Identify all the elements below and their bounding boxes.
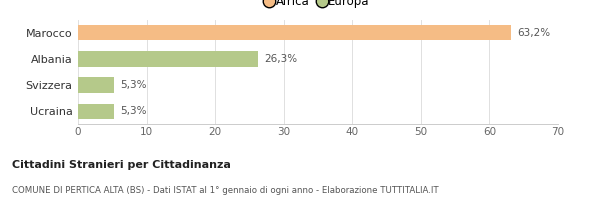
- Text: 26,3%: 26,3%: [264, 54, 297, 64]
- Bar: [78, 77, 115, 93]
- Text: 5,3%: 5,3%: [120, 80, 146, 90]
- Bar: [78, 51, 259, 67]
- Text: Cittadini Stranieri per Cittadinanza: Cittadini Stranieri per Cittadinanza: [12, 160, 231, 170]
- Bar: [78, 25, 511, 40]
- Bar: [78, 104, 115, 119]
- Text: 5,3%: 5,3%: [120, 106, 146, 116]
- Text: COMUNE DI PERTICA ALTA (BS) - Dati ISTAT al 1° gennaio di ogni anno - Elaborazio: COMUNE DI PERTICA ALTA (BS) - Dati ISTAT…: [12, 186, 439, 195]
- Legend: Africa, Europa: Africa, Europa: [263, 0, 373, 12]
- Text: 63,2%: 63,2%: [517, 28, 550, 38]
